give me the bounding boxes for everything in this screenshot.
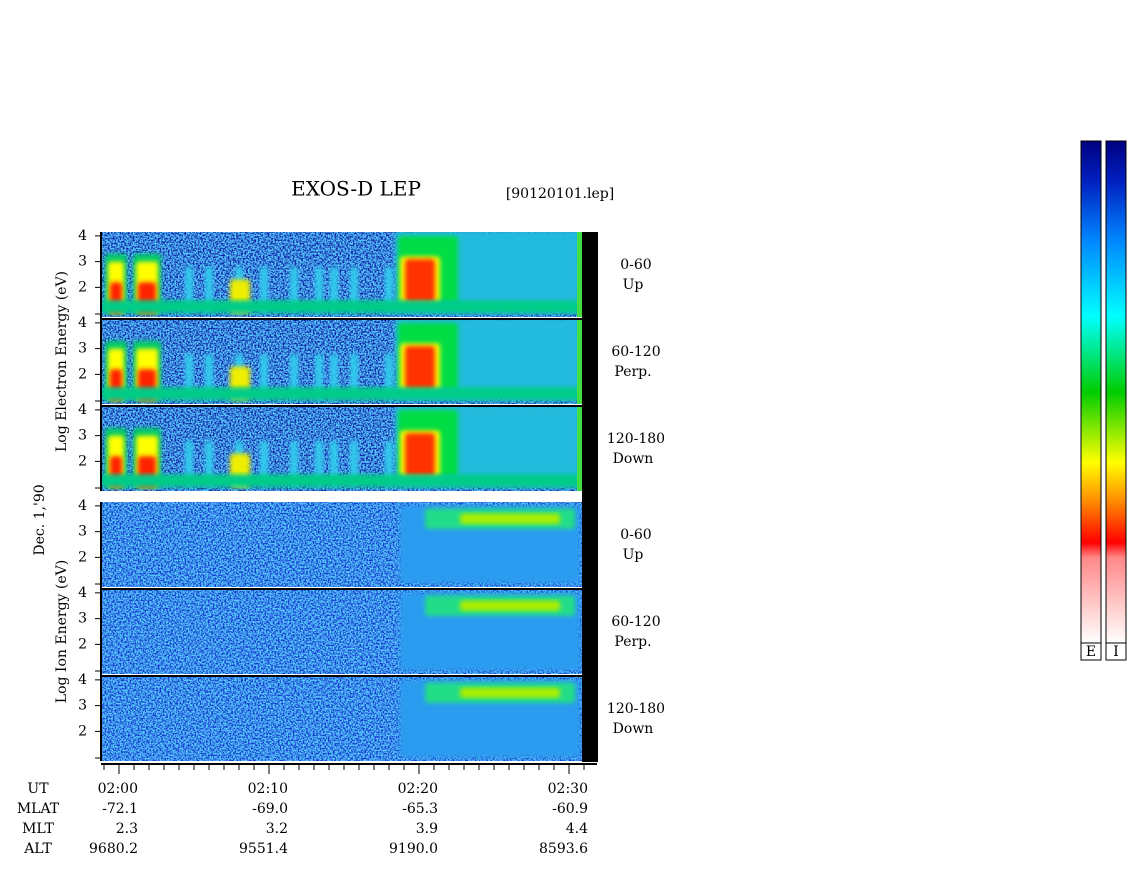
spectrogram (101, 319, 582, 404)
table-cell: 2.3 (116, 821, 138, 837)
y-tick-label: 4 (78, 315, 87, 331)
y-tick-label: 2 (78, 279, 87, 295)
table-cell: 02:30 (548, 781, 588, 797)
spectrum-feature (460, 600, 560, 611)
panel-sublabel: Perp. (614, 364, 651, 380)
table-cell: 4.4 (566, 821, 588, 837)
panel-sublabel: Down (613, 721, 654, 737)
spectrum-feature (405, 346, 435, 390)
table-cell: 02:00 (98, 781, 138, 797)
panel-label: 60-120 (611, 614, 660, 630)
plot: Log Electron Energy (eV) 2 3 4 0-60 Up 2 3 4 60-1… (17, 140, 1127, 857)
panel-label: 0-60 (620, 257, 651, 273)
table-cell: -65.3 (402, 801, 438, 817)
axis-label: Log Electron Energy (eV) (54, 271, 70, 452)
table-cell: MLT (22, 821, 54, 837)
spectrum-feature (460, 687, 560, 698)
edge (577, 406, 582, 491)
table-cell: 8593.6 (539, 841, 588, 857)
panel-label: 120-180 (607, 431, 665, 447)
panel-sublabel: Up (623, 547, 644, 563)
y-tick-label: 3 (78, 698, 87, 714)
y-tick-label: 2 (78, 636, 87, 652)
spectrogram (101, 676, 582, 761)
spectrum-feature (101, 474, 581, 488)
colorbar-label-box (1080, 642, 1102, 661)
edge (577, 319, 582, 404)
y-tick-label: 4 (78, 228, 87, 244)
table-cell: MLAT (17, 801, 60, 817)
table-cell: 02:20 (398, 781, 438, 797)
panel-sublabel: Perp. (614, 634, 651, 650)
y-tick-label: 3 (78, 524, 87, 540)
table-cell: 02:10 (248, 781, 288, 797)
colorbar-label: I (1113, 644, 1119, 660)
colorbar-label-box (1105, 642, 1127, 661)
panel-label: 120-180 (607, 701, 665, 717)
y-tick-label: 4 (78, 402, 87, 418)
panel-label: 0-60 (620, 527, 651, 543)
colorbar (1080, 140, 1102, 644)
table-cell: ALT (23, 841, 52, 857)
y-tick-label: 2 (78, 453, 87, 469)
title: EXOS-D LEP (291, 177, 421, 201)
y-tick-label: 2 (78, 549, 87, 565)
panel-label: 60-120 (611, 344, 660, 360)
table-cell: UT (27, 781, 49, 797)
panel-sublabel: Up (623, 277, 644, 293)
spectrogram (101, 589, 582, 674)
colorbar (1105, 140, 1127, 644)
panel-sublabel: Down (613, 451, 654, 467)
y-tick-label: 4 (78, 672, 87, 688)
spectrogram (101, 502, 582, 587)
spectrogram (101, 232, 582, 317)
spectrum-feature (101, 387, 581, 401)
edge (577, 232, 582, 317)
y-tick-label: 3 (78, 341, 87, 357)
black-strip (582, 232, 598, 762)
table-cell: 9680.2 (89, 841, 138, 857)
spectrum-feature (405, 433, 435, 477)
y-tick-label: 4 (78, 585, 87, 601)
table-cell: 3.2 (266, 821, 288, 837)
date-label: Dec. 1,'90 (32, 484, 48, 555)
spectrum-feature (101, 300, 581, 314)
y-tick-label: 3 (78, 428, 87, 444)
y-tick-label: 4 (78, 498, 87, 514)
table-cell: 9551.4 (239, 841, 288, 857)
table-cell: -69.0 (252, 801, 288, 817)
table-cell: -72.1 (102, 801, 138, 817)
colorbar-label: E (1086, 644, 1096, 660)
table-cell: -60.9 (552, 801, 588, 817)
y-tick-label: 2 (78, 366, 87, 382)
axis-label: Log Ion Energy (eV) (54, 560, 70, 703)
y-tick-label: 3 (78, 254, 87, 270)
y-tick-label: 2 (78, 723, 87, 739)
spectrogram (101, 406, 582, 491)
y-tick-label: 3 (78, 611, 87, 627)
table-cell: 9190.0 (389, 841, 438, 857)
spectrum-feature (405, 259, 435, 303)
table-cell: 3.9 (416, 821, 438, 837)
file-name: [90120101.lep] (506, 186, 614, 202)
spectrum-feature (460, 513, 560, 524)
